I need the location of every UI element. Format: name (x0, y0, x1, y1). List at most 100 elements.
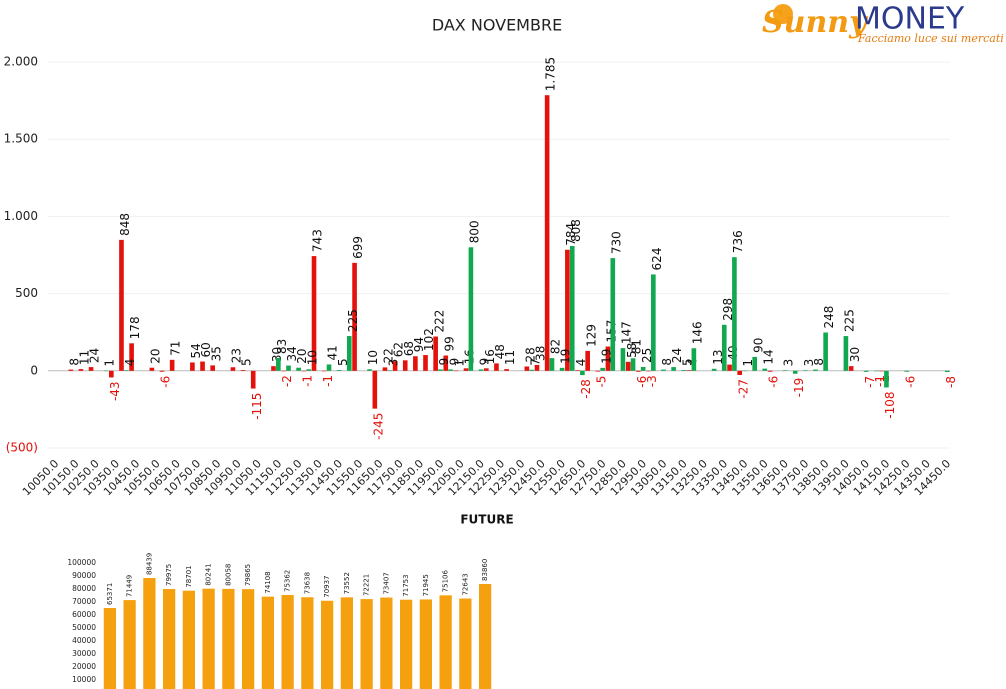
data-label: 784 (564, 223, 578, 246)
bar (691, 348, 697, 371)
data-label: 68 (402, 341, 416, 356)
bar (392, 361, 398, 371)
bar (382, 367, 388, 371)
data-label: 225 (346, 309, 360, 332)
data-label: -6 (635, 376, 649, 388)
bar (402, 360, 408, 371)
data-label: 81 (630, 339, 644, 354)
bar (463, 368, 469, 371)
data-label: 1 (103, 359, 117, 367)
bar (479, 583, 492, 689)
data-label: -43 (108, 381, 122, 401)
data-label: 9 (478, 358, 492, 366)
y-tick-label: 80000 (72, 584, 96, 593)
bar (534, 364, 540, 371)
data-label: 5 (680, 358, 694, 366)
data-label: 8 (812, 358, 826, 366)
bar (559, 367, 565, 371)
bar (169, 359, 175, 371)
data-label: -6 (903, 376, 917, 388)
bar (200, 361, 205, 371)
bar (585, 350, 590, 371)
data-label: 34 (285, 346, 299, 361)
data-label: 25 (640, 348, 654, 363)
bar (651, 274, 656, 371)
bar (296, 367, 301, 371)
bar (484, 368, 489, 371)
y-tick-label: 30000 (72, 649, 96, 658)
data-label: 99 (442, 336, 456, 351)
bar (159, 370, 165, 372)
logo-sun (773, 4, 793, 24)
bar (636, 370, 641, 372)
data-label: 178 (128, 316, 142, 339)
data-label: 10 (366, 350, 380, 365)
data-label: 102 (422, 328, 436, 351)
bar (360, 599, 373, 689)
data-label: 71449 (126, 575, 134, 597)
data-label: -2 (280, 375, 294, 387)
bar (352, 262, 357, 371)
data-label: 808 (569, 219, 583, 242)
data-label: 30 (848, 347, 862, 362)
data-label: 23 (230, 348, 244, 363)
data-label: 129 (584, 324, 598, 347)
bar (504, 369, 509, 371)
y-tick-label: 500 (15, 286, 38, 300)
data-label: 1 (741, 359, 755, 367)
bar (565, 249, 570, 371)
data-label: 20 (295, 348, 309, 363)
bar (580, 370, 585, 376)
bar (494, 363, 499, 371)
bar (549, 358, 555, 371)
bar (671, 367, 676, 371)
bar (413, 356, 418, 371)
bar (544, 95, 550, 371)
bar (321, 600, 334, 689)
bar (823, 332, 828, 371)
y-tick-label: 60000 (72, 610, 96, 619)
data-label: -108 (883, 391, 897, 418)
bar (271, 366, 276, 371)
data-label: 74108 (264, 571, 272, 593)
y-tick-label: 90000 (72, 571, 96, 580)
data-label: 90 (751, 338, 765, 353)
data-label: -245 (371, 413, 385, 440)
bar (281, 595, 294, 689)
data-label: -1 (301, 375, 315, 387)
bar (459, 598, 472, 689)
data-label: 75106 (442, 570, 450, 593)
data-label: 147 (620, 321, 634, 344)
bar (529, 369, 535, 371)
data-label: 58 (625, 343, 639, 358)
data-label: 8 (660, 358, 674, 366)
data-label: 83 (275, 339, 289, 354)
bar (387, 370, 393, 371)
y-tick-label: 40000 (72, 636, 96, 645)
data-label: 699 (351, 236, 365, 259)
chart-title: FUTURE (460, 513, 513, 527)
bar (646, 370, 651, 372)
y-tick-label: (500) (6, 441, 38, 455)
bar (210, 365, 215, 371)
bar (286, 365, 291, 371)
bar (848, 366, 854, 371)
bar (863, 370, 869, 372)
bar (400, 599, 413, 689)
data-label: -115 (250, 393, 264, 420)
data-label: 65371 (106, 583, 114, 605)
y-tick-label: 50000 (72, 623, 96, 632)
logo-brand: MONEY (855, 2, 965, 37)
bar (311, 256, 317, 371)
data-label: 848 (118, 213, 132, 236)
bar (569, 246, 575, 371)
y-tick-label: 10000 (72, 675, 96, 684)
y-tick-label: 0 (30, 363, 38, 377)
data-label: 16 (483, 349, 497, 364)
bar (443, 355, 449, 371)
bar (879, 370, 884, 372)
bar (306, 369, 312, 371)
data-label: 54 (189, 343, 203, 358)
data-label: 62 (392, 342, 406, 357)
